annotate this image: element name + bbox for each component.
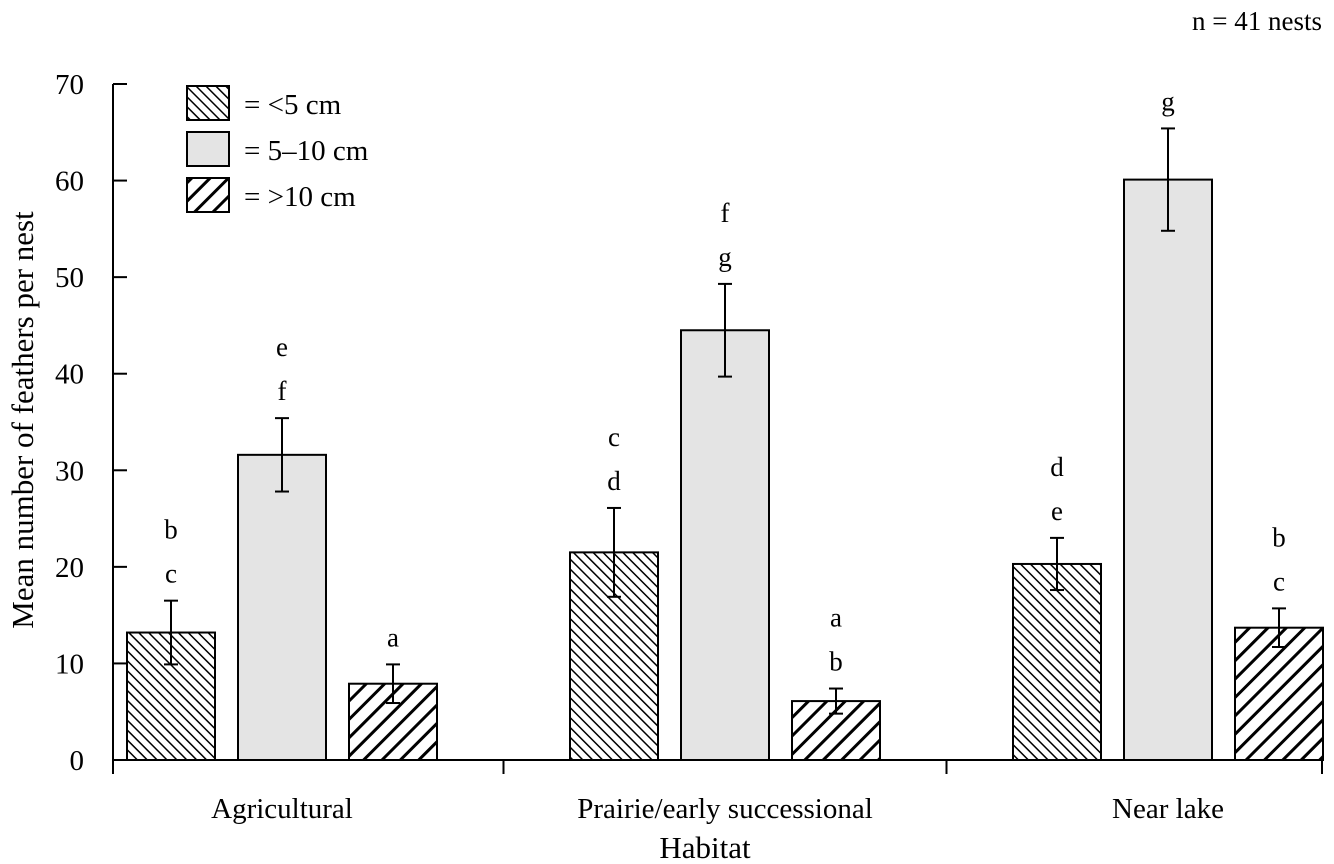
y-tick-label: 60	[55, 166, 84, 198]
bar	[348, 682, 438, 761]
plot-area: 010203040506070bcefaAgriculturalcdfgabPr…	[55, 69, 1324, 825]
x-category-label: Near lake	[1112, 793, 1224, 825]
x-category-label: Agricultural	[211, 793, 353, 825]
legend-label: = <5 cm	[244, 89, 342, 121]
bar	[1012, 562, 1102, 762]
x-axis-label: Habitat	[659, 830, 751, 864]
y-axis-label: Mean number of feathers per nest	[5, 211, 40, 629]
legend-swatch	[186, 131, 230, 167]
significance-letter: b	[1272, 522, 1286, 552]
bar	[237, 453, 327, 761]
legend-swatch	[186, 85, 230, 121]
legend-label: = >10 cm	[244, 181, 356, 213]
significance-letter: a	[830, 603, 842, 633]
bar	[680, 329, 770, 761]
significance-letter: f	[278, 376, 287, 406]
significance-letter: f	[721, 198, 730, 228]
significance-letter: c	[608, 422, 620, 452]
significance-letter: b	[829, 647, 843, 677]
bar	[1234, 626, 1324, 761]
y-tick-label: 50	[55, 262, 84, 294]
bar	[1123, 178, 1213, 761]
y-tick-label: 70	[55, 69, 84, 101]
significance-letter: a	[387, 622, 399, 652]
sample-size-note: n = 41 nests	[1192, 6, 1322, 36]
significance-letter: g	[1161, 86, 1175, 116]
legend-label: = 5–10 cm	[244, 135, 369, 167]
y-tick-label: 30	[55, 455, 84, 487]
x-category-label: Prairie/early successional	[577, 793, 873, 825]
y-tick-label: 40	[55, 359, 84, 391]
y-tick-label: 20	[55, 552, 84, 584]
y-tick-label: 0	[70, 745, 85, 777]
significance-letter: e	[1051, 496, 1063, 526]
significance-letter: c	[165, 559, 177, 589]
significance-letter: b	[164, 515, 178, 545]
significance-letter: d	[1050, 452, 1064, 482]
significance-letter: e	[276, 332, 288, 362]
legend: = <5 cm = 5–10 cm = >10 cm	[186, 85, 369, 213]
y-tick-label: 10	[55, 648, 84, 680]
legend-swatch	[186, 177, 230, 213]
significance-letter: c	[1273, 566, 1285, 596]
significance-letter: d	[607, 466, 621, 496]
significance-letter: g	[718, 242, 732, 272]
